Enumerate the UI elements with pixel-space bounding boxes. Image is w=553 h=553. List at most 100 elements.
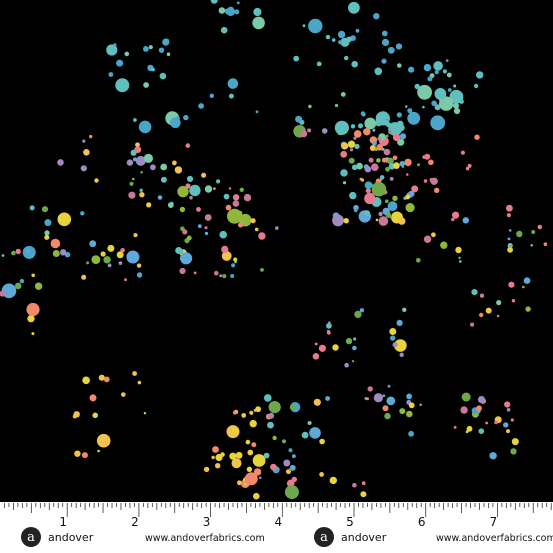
dot [508, 229, 512, 232]
dot [397, 63, 402, 68]
dot [344, 55, 349, 61]
dot [143, 82, 150, 88]
dot [314, 342, 318, 346]
dot [96, 433, 111, 448]
dot [353, 136, 357, 140]
dot [382, 405, 389, 412]
dot [189, 195, 193, 200]
dot [466, 425, 473, 432]
dot [143, 153, 153, 163]
dot [503, 422, 509, 428]
dot [359, 177, 363, 181]
dot [460, 406, 468, 414]
dot [496, 314, 500, 318]
dot [401, 165, 404, 168]
dot [158, 47, 165, 53]
dot [543, 242, 548, 246]
dot [405, 203, 415, 213]
dot [364, 210, 370, 217]
dot [214, 270, 219, 276]
dot [511, 299, 516, 303]
dot [361, 481, 366, 486]
dot [331, 38, 336, 42]
dot [411, 185, 419, 193]
dot [318, 344, 326, 352]
dot [244, 472, 258, 486]
dot [215, 453, 223, 462]
dot [135, 155, 146, 166]
dot [447, 88, 452, 92]
dot [60, 249, 67, 256]
dot [341, 142, 349, 150]
dot [340, 92, 346, 97]
dot [387, 201, 398, 212]
dot [107, 263, 112, 268]
dot [57, 159, 64, 166]
dot [196, 207, 201, 212]
dot [506, 408, 511, 412]
ruler-number: 3 [203, 515, 211, 529]
dot [1, 254, 5, 257]
dot [252, 492, 260, 500]
dot [260, 268, 264, 272]
dot [302, 24, 306, 28]
dot [385, 134, 389, 138]
dot [422, 105, 425, 109]
dot [94, 178, 99, 183]
dot [116, 251, 124, 259]
dot [120, 248, 125, 253]
dot [102, 441, 106, 445]
dot [293, 55, 300, 62]
dot [230, 274, 235, 278]
dot [371, 181, 387, 197]
dot [354, 143, 360, 149]
dot [442, 69, 447, 74]
dot [301, 431, 309, 439]
dot [284, 485, 299, 500]
dot [433, 61, 443, 71]
dot [106, 44, 118, 56]
dot [98, 374, 105, 381]
logo [314, 527, 334, 547]
dot [148, 45, 153, 50]
dot [452, 211, 460, 219]
dot [212, 446, 219, 453]
dot [204, 214, 212, 221]
dot [186, 175, 194, 182]
dot [251, 442, 257, 448]
brand-url: www.andoverfabrics.com [145, 533, 265, 544]
dot [34, 282, 43, 290]
dot [364, 181, 373, 189]
dot [86, 261, 90, 265]
dot [126, 250, 140, 264]
dot [383, 120, 389, 126]
dot [462, 217, 469, 224]
dot [219, 274, 223, 278]
dot [292, 454, 296, 458]
dot [235, 451, 243, 459]
dot [232, 410, 237, 415]
dot [218, 7, 226, 14]
dot [354, 310, 362, 318]
dot [399, 408, 406, 415]
dot [186, 235, 192, 241]
dot [131, 177, 135, 181]
dot [346, 36, 352, 43]
dot [470, 322, 475, 327]
dot [396, 319, 403, 326]
dot [225, 204, 232, 211]
dot [253, 7, 262, 17]
dot [89, 394, 97, 402]
dot [115, 78, 130, 93]
dot [136, 263, 142, 268]
dot [373, 393, 383, 403]
dot [216, 179, 221, 184]
dot [485, 307, 492, 314]
dot [372, 128, 376, 132]
dot [1, 283, 17, 299]
dot [455, 246, 462, 254]
ruler-ticks [4, 503, 552, 517]
logo-letter: a [27, 530, 35, 545]
dot [479, 312, 484, 318]
